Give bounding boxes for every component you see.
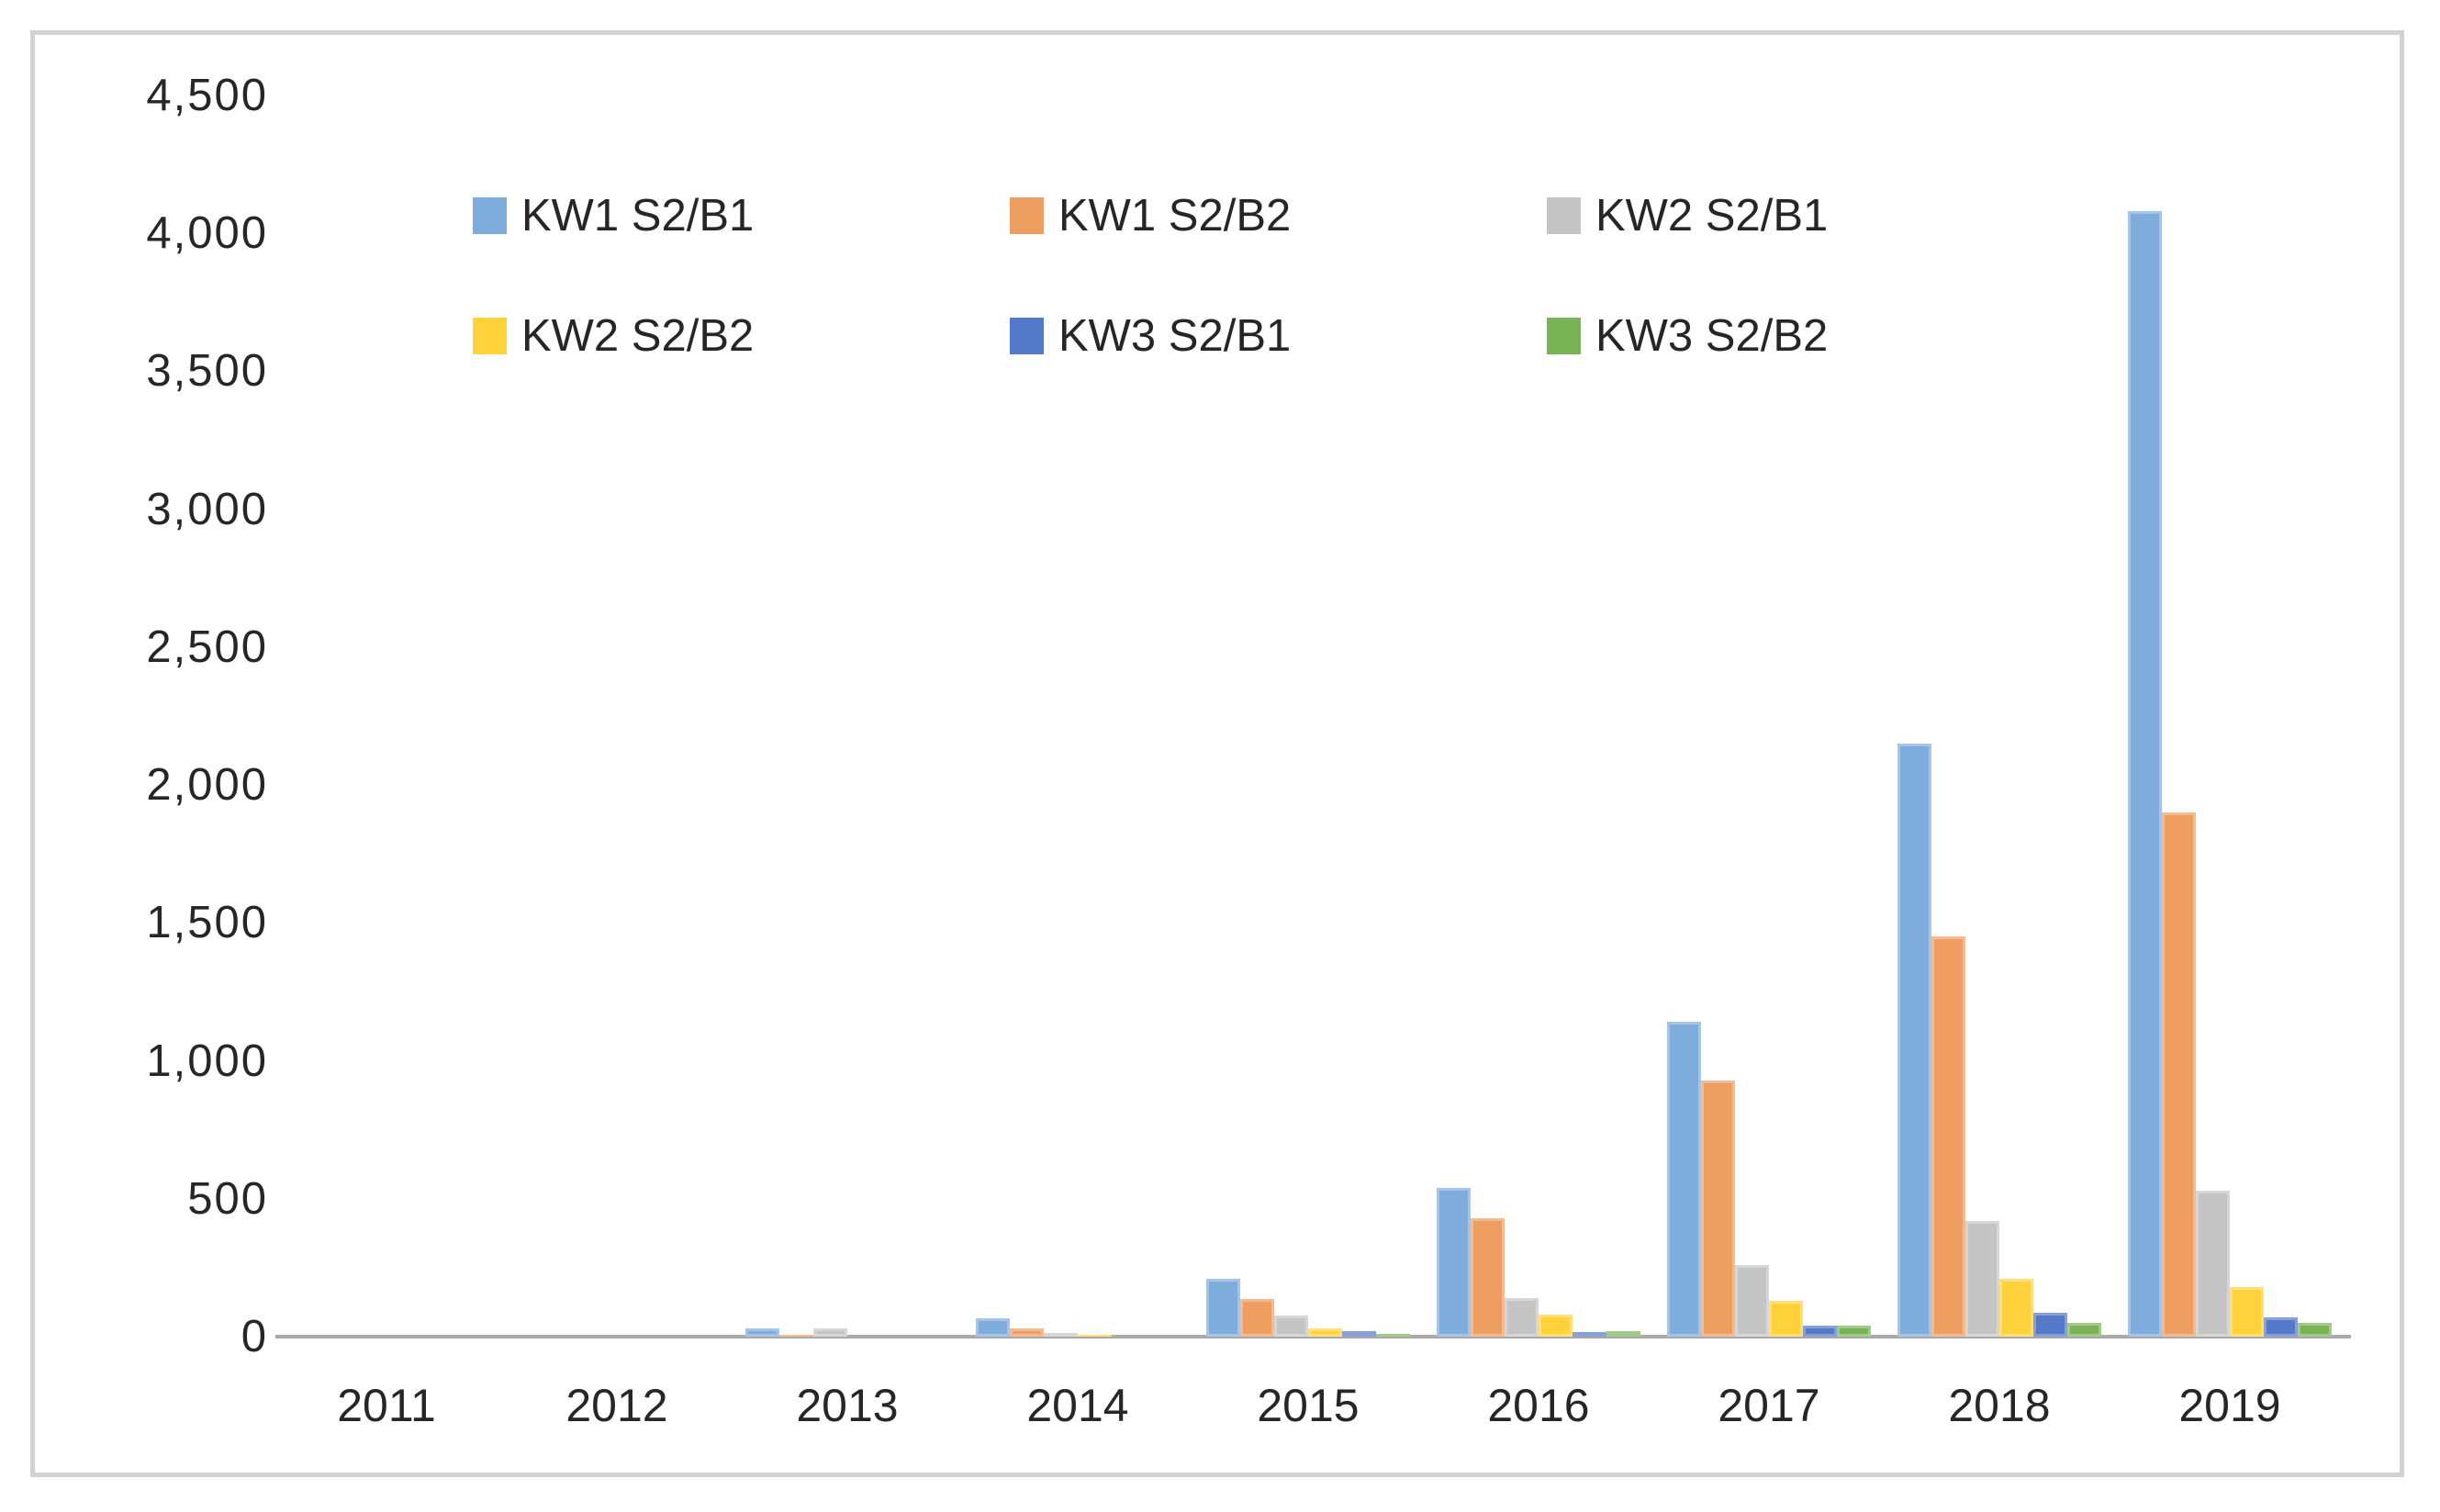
legend-label: KW3 S2/B1 (1058, 311, 1292, 361)
legend-item-kw2-s2-b1: KW2 S2/B1 (1547, 184, 2084, 248)
x-axis-label-2017: 2017 (1718, 1380, 1820, 1431)
x-axis-label-2019: 2019 (2178, 1380, 2281, 1431)
bar-kw1-s2-b2-2018 (1931, 936, 1965, 1337)
x-axis-line (275, 1335, 2351, 1338)
bar-kw1-s2-b1-2018 (1897, 744, 1931, 1337)
bar-kw2-s2-b2-2017 (1769, 1301, 1803, 1337)
y-tick-label: 2,500 (146, 622, 268, 672)
bar-kw3-s2-b1-2015 (1342, 1331, 1376, 1337)
legend-item-kw2-s2-b2: KW2 S2/B2 (473, 304, 1010, 368)
legend-label: KW1 S2/B2 (1058, 191, 1292, 241)
y-tick-label: 0 (241, 1312, 268, 1361)
bar-kw3-s2-b1-2017 (1803, 1326, 1837, 1337)
bar-kw2-s2-b1-2015 (1274, 1316, 1308, 1337)
bar-kw2-s2-b2-2014 (1078, 1335, 1112, 1337)
bar-kw1-s2-b1-2014 (976, 1318, 1010, 1337)
legend-swatch-icon (1547, 318, 1581, 354)
legend-label: KW2 S2/B2 (521, 311, 755, 361)
legend-swatch-icon (473, 197, 507, 234)
bar-kw1-s2-b2-2019 (2162, 812, 2196, 1337)
plot-area (279, 95, 2347, 1337)
bar-kw3-s2-b2-2019 (2298, 1323, 2332, 1337)
y-tick-label: 500 (187, 1173, 268, 1224)
y-tick-label: 3,500 (146, 346, 268, 397)
legend-label: KW2 S2/B1 (1595, 191, 1829, 241)
legend-item-kw3-s2-b1: KW3 S2/B1 (1010, 304, 1547, 368)
x-axis-label-2012: 2012 (565, 1380, 668, 1431)
bar-kw1-s2-b1-2017 (1667, 1022, 1701, 1337)
bar-kw2-s2-b2-2015 (1308, 1328, 1342, 1337)
bar-kw2-s2-b2-2018 (1999, 1279, 2033, 1337)
bar-group-2017 (1667, 95, 1871, 1337)
bar-kw2-s2-b2-2019 (2230, 1287, 2264, 1337)
bar-kw1-s2-b1-2015 (1206, 1279, 1240, 1337)
bar-kw3-s2-b1-2016 (1573, 1332, 1606, 1337)
x-axis-label-2013: 2013 (796, 1380, 899, 1431)
bar-kw1-s2-b2-2017 (1701, 1081, 1735, 1337)
x-axis-label-2018: 2018 (1948, 1380, 2051, 1431)
bar-kw1-s2-b1-2019 (2128, 211, 2162, 1337)
y-tick-label: 1,500 (146, 898, 268, 948)
legend-label: KW1 S2/B1 (521, 191, 755, 241)
legend-swatch-icon (1010, 318, 1044, 354)
bar-kw3-s2-b1-2018 (2033, 1313, 2067, 1337)
legend-item-kw1-s2-b2: KW1 S2/B2 (1010, 184, 1547, 248)
y-tick-label: 2,000 (146, 760, 268, 811)
y-tick-label: 1,000 (146, 1036, 268, 1086)
x-axis-label-2016: 2016 (1487, 1380, 1590, 1431)
legend-item-kw1-s2-b1: KW1 S2/B1 (473, 184, 1010, 248)
x-axis-label-2011: 2011 (337, 1380, 436, 1431)
bar-group-2011 (285, 95, 488, 1337)
legend-label: KW3 S2/B2 (1595, 311, 1829, 361)
bar-kw1-s2-b2-2016 (1471, 1218, 1505, 1337)
bar-kw1-s2-b2-2014 (1010, 1328, 1044, 1337)
legend-swatch-icon (473, 318, 507, 354)
x-axis-label-2015: 2015 (1257, 1380, 1360, 1431)
legend-swatch-icon (1547, 197, 1581, 234)
legend-item-kw3-s2-b2: KW3 S2/B2 (1547, 304, 2084, 368)
bar-group-2018 (1897, 95, 2101, 1337)
bar-kw2-s2-b1-2018 (1965, 1221, 1999, 1337)
y-tick-label: 3,000 (146, 484, 268, 534)
bar-group-2014 (976, 95, 1180, 1337)
bar-kw2-s2-b1-2017 (1735, 1265, 1769, 1337)
bar-kw1-s2-b1-2016 (1437, 1188, 1471, 1337)
y-tick-label: 4,500 (146, 71, 268, 120)
chart-frame (30, 30, 2404, 1477)
y-tick-label: 4,000 (146, 208, 268, 259)
bar-kw2-s2-b1-2013 (813, 1328, 847, 1337)
bar-kw3-s2-b1-2019 (2264, 1317, 2298, 1337)
bar-kw2-s2-b1-2014 (1044, 1333, 1078, 1337)
bar-kw1-s2-b2-2015 (1240, 1299, 1274, 1337)
bar-kw3-s2-b2-2016 (1606, 1331, 1640, 1337)
bar-kw2-s2-b1-2019 (2196, 1191, 2230, 1337)
bar-group-2013 (745, 95, 949, 1337)
legend: KW1 S2/B1 KW1 S2/B2 KW2 S2/B1 KW2 S2/B2 KW3 … (473, 184, 2084, 424)
legend-swatch-icon (1010, 197, 1044, 234)
bar-group-2015 (1206, 95, 1410, 1337)
bar-kw1-s2-b2-2013 (779, 1335, 813, 1337)
bar-group-2019 (2128, 95, 2332, 1337)
x-axis-label-2014: 2014 (1026, 1380, 1129, 1431)
bar-kw2-s2-b2-2016 (1539, 1315, 1573, 1337)
bar-kw3-s2-b2-2015 (1376, 1334, 1410, 1337)
bar-group-2016 (1437, 95, 1640, 1337)
bar-kw3-s2-b2-2018 (2067, 1323, 2101, 1337)
bar-kw3-s2-b2-2017 (1837, 1326, 1871, 1337)
bar-kw2-s2-b1-2016 (1505, 1298, 1539, 1337)
bar-kw1-s2-b1-2013 (745, 1328, 779, 1337)
